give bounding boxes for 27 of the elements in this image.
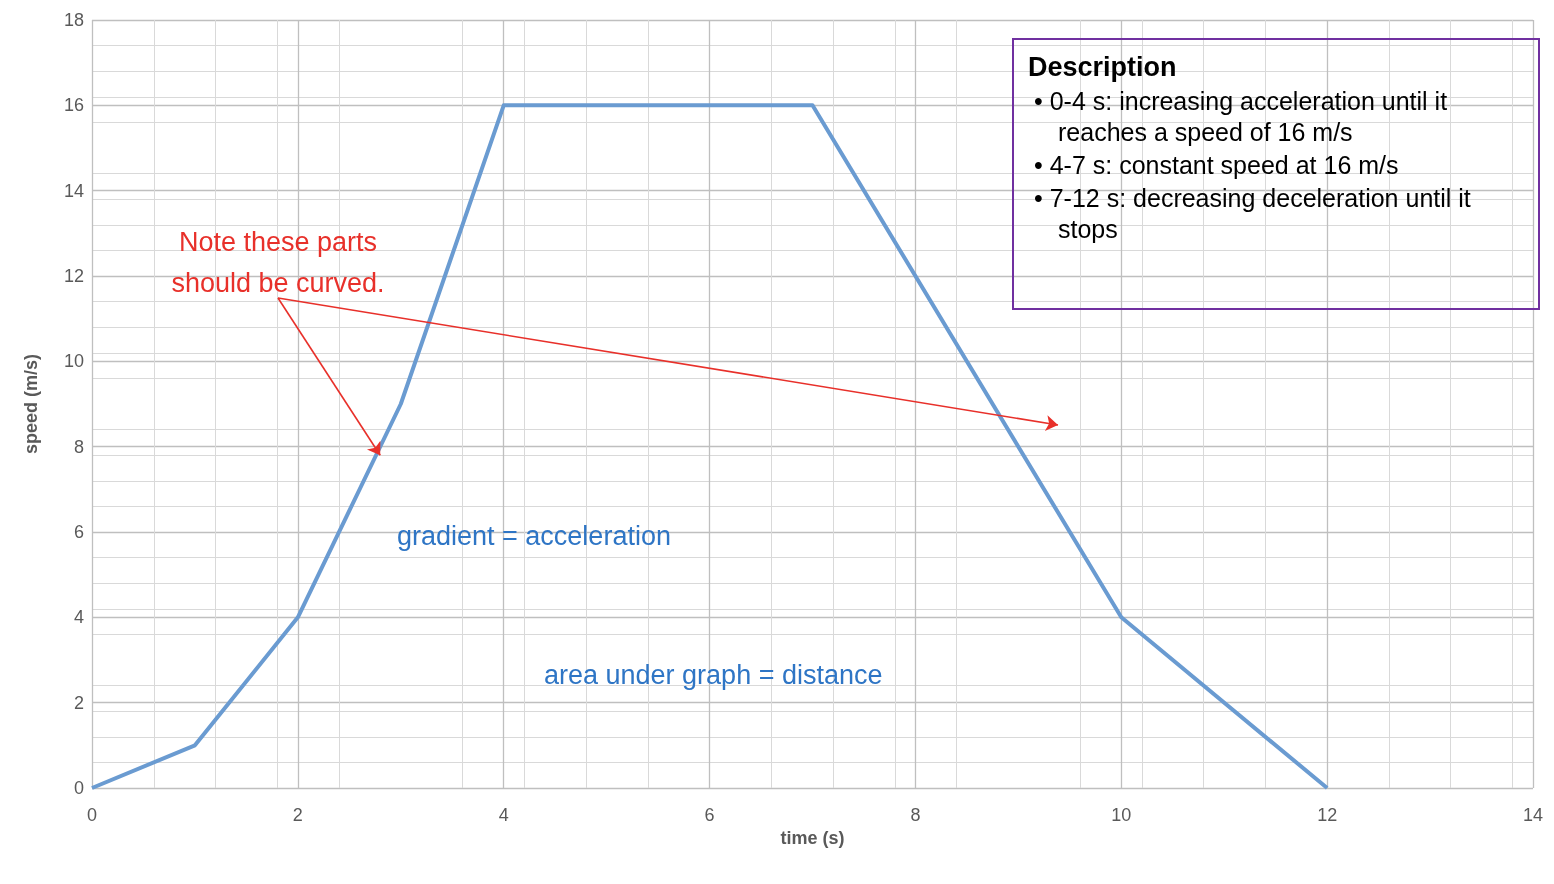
y-tick-label: 0 (73, 778, 84, 798)
x-tick-label: 10 (1111, 805, 1132, 825)
y-tick-label: 14 (63, 180, 84, 201)
x-tick-label: 4 (498, 805, 509, 825)
y-axis-title: speed (m/s) (21, 353, 41, 455)
x-tick-label: 6 (704, 805, 715, 825)
annotation: gradient = acceleration (397, 520, 671, 553)
x-tick-label: 2 (292, 805, 303, 825)
annotation: • 7-12 s: decreasing deceleration until it stops (1034, 183, 1472, 245)
y-tick-label: 18 (63, 10, 84, 30)
y-tick-label: 2 (73, 692, 84, 713)
x-tick-label: 14 (1522, 805, 1544, 825)
annotation: Note these parts should be curved. (170, 226, 386, 300)
annotation: • 0-4 s: increasing acceleration until it reaches a speed of 16 m/s (1034, 86, 1449, 148)
y-tick-label: 12 (63, 266, 84, 286)
y-tick-label: 16 (63, 95, 84, 116)
annotation: area under graph = distance (544, 659, 883, 692)
x-tick-label: 0 (86, 805, 98, 825)
y-tick-label: 6 (73, 522, 84, 542)
x-tick-label: 8 (910, 805, 921, 825)
y-tick-label: 10 (63, 351, 84, 372)
x-tick-label: 12 (1317, 805, 1338, 825)
y-tick-label: 4 (73, 607, 84, 628)
x-axis-title: time (s) (780, 827, 845, 848)
annotation: Description (1028, 51, 1178, 84)
annotation: • 4-7 s: constant speed at 16 m/s (1034, 150, 1400, 181)
y-tick-label: 8 (73, 436, 84, 457)
